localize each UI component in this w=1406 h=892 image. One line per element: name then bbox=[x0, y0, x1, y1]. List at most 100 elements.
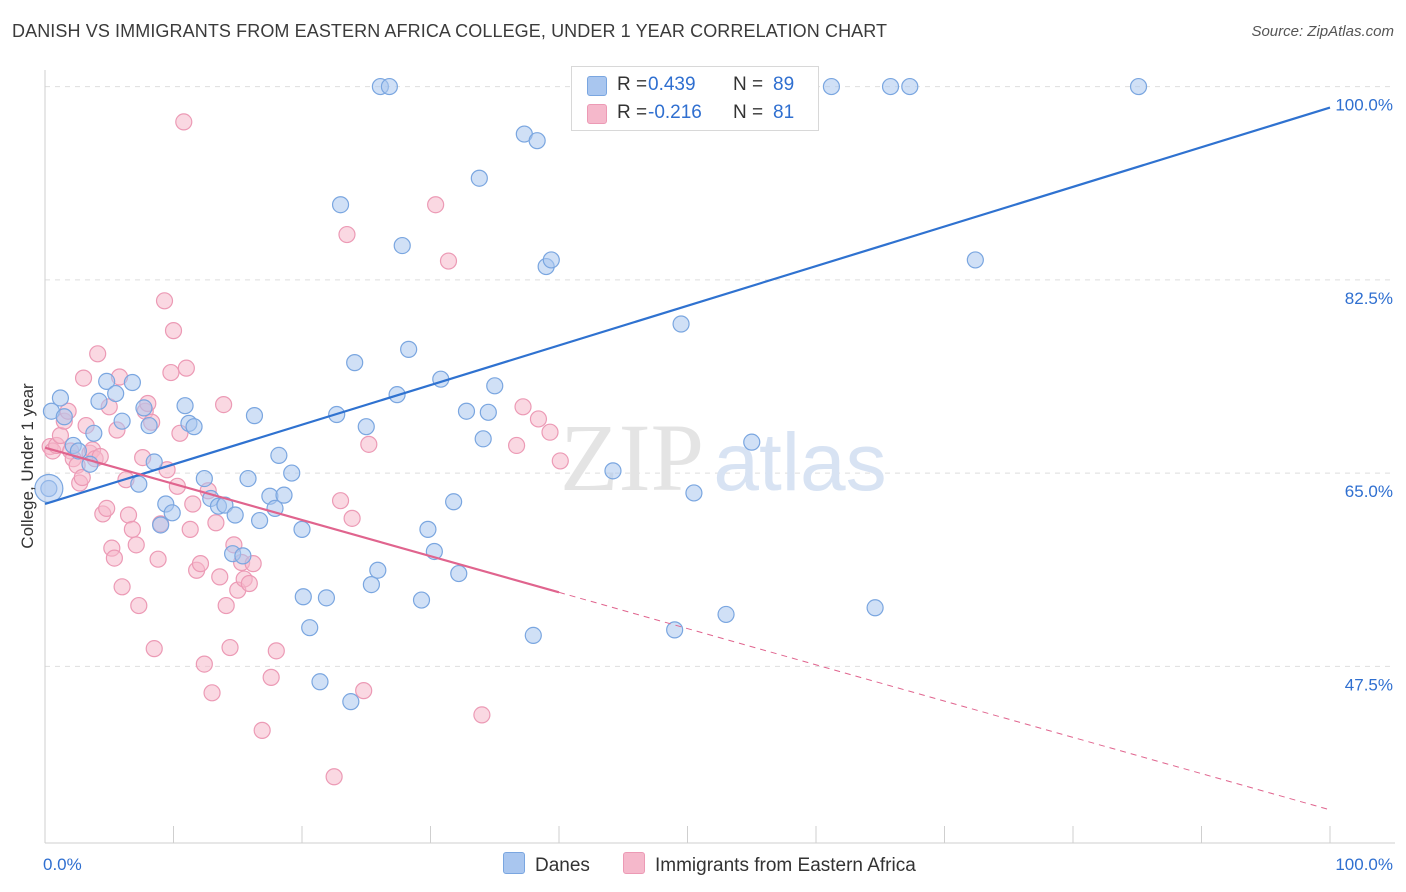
y-tick-label: 82.5% bbox=[1345, 289, 1393, 308]
danes-trend-line bbox=[44, 106, 1331, 506]
immigrants-point bbox=[211, 568, 229, 586]
danes-point bbox=[239, 469, 257, 488]
legend-danes-label: Danes bbox=[535, 855, 590, 876]
danes-point bbox=[226, 506, 244, 524]
danes-point bbox=[672, 315, 690, 333]
axes bbox=[44, 70, 1395, 844]
danes-point bbox=[270, 446, 288, 464]
immigrants-trend-extension bbox=[558, 591, 1331, 811]
danes-n-value: 89 bbox=[773, 74, 795, 95]
immigrants-point bbox=[355, 682, 373, 700]
danes-point bbox=[301, 619, 319, 637]
danes-point bbox=[822, 77, 841, 96]
danes-point bbox=[412, 591, 431, 609]
immigrants-point bbox=[149, 550, 167, 568]
danes-point bbox=[474, 430, 492, 448]
immigrants-swatch bbox=[587, 104, 607, 124]
immigrants-point bbox=[331, 492, 350, 510]
immigrants-point bbox=[119, 506, 138, 524]
immigrants-point bbox=[130, 596, 148, 615]
immigrants-n-value: 81 bbox=[773, 102, 795, 123]
immigrants-point bbox=[127, 536, 145, 554]
danes-point bbox=[393, 236, 411, 255]
immigrants-point bbox=[145, 640, 163, 658]
immigrants-point bbox=[221, 638, 239, 657]
danes-point bbox=[380, 77, 398, 96]
immigrants-point bbox=[203, 684, 221, 702]
danes-points bbox=[34, 77, 1148, 711]
danes-point bbox=[107, 384, 125, 403]
danes-point bbox=[369, 561, 387, 579]
immigrants-point bbox=[439, 252, 458, 270]
danes-point bbox=[901, 77, 919, 96]
danes-point bbox=[185, 418, 203, 436]
danes-point bbox=[666, 621, 684, 639]
danes-point bbox=[135, 399, 153, 417]
danes-point bbox=[98, 372, 116, 391]
immigrants-point bbox=[215, 395, 233, 414]
danes-point bbox=[130, 475, 148, 493]
y-tick-label: 65.0% bbox=[1345, 482, 1393, 501]
danes-point bbox=[140, 416, 158, 435]
danes-r-label: R = bbox=[617, 74, 648, 95]
immigrants-point bbox=[507, 436, 526, 455]
immigrants-point bbox=[73, 468, 91, 487]
danes-point bbox=[216, 496, 234, 514]
legend-danes-swatch bbox=[503, 852, 525, 874]
immigrants-point bbox=[217, 596, 235, 615]
immigrants-point bbox=[240, 574, 258, 593]
danes-point bbox=[524, 626, 542, 644]
danes-point bbox=[311, 673, 329, 691]
stats-legend: R = 0.439 N = 89 R = -0.216 N = 81 bbox=[571, 66, 819, 131]
watermark: ZIP atlas bbox=[560, 404, 887, 511]
danes-point bbox=[445, 493, 463, 511]
danes-point bbox=[331, 196, 350, 214]
danes-point bbox=[1129, 77, 1148, 96]
immigrants-point bbox=[162, 363, 180, 382]
source-note: Source: ZipAtlas.com bbox=[1251, 23, 1394, 40]
legend-item-danes[interactable]: Danes bbox=[503, 852, 590, 876]
danes-point bbox=[113, 412, 131, 430]
x-tick-label-end: 100.0% bbox=[1335, 855, 1393, 874]
danes-point bbox=[90, 392, 108, 410]
immigrants-point bbox=[360, 435, 378, 453]
danes-point bbox=[283, 464, 301, 482]
danes-n-label: N = bbox=[733, 74, 764, 95]
danes-point bbox=[176, 397, 194, 415]
y-tick-label: 100.0% bbox=[1335, 96, 1393, 115]
danes-point bbox=[275, 486, 293, 504]
immigrants-point bbox=[473, 706, 491, 724]
danes-point bbox=[966, 251, 984, 269]
danes-point bbox=[400, 340, 418, 358]
immigrants-r-value: -0.216 bbox=[648, 102, 702, 123]
immigrants-point bbox=[514, 398, 532, 416]
danes-point bbox=[457, 402, 476, 420]
immigrants-point bbox=[541, 423, 559, 441]
immigrants-point bbox=[175, 113, 193, 131]
danes-point bbox=[450, 564, 468, 583]
immigrants-point bbox=[74, 369, 93, 387]
danes-point bbox=[163, 504, 181, 522]
danes-point bbox=[250, 511, 269, 530]
danes-point bbox=[604, 462, 622, 480]
immigrants-point bbox=[338, 225, 356, 244]
danes-point bbox=[317, 589, 336, 607]
danes-r-value: 0.439 bbox=[648, 74, 696, 95]
chart-title: DANISH VS IMMIGRANTS FROM EASTERN AFRICA… bbox=[12, 21, 888, 41]
legend-item-immigrants[interactable]: Immigrants from Eastern Africa bbox=[623, 852, 916, 876]
danes-point-large bbox=[34, 473, 64, 504]
immigrants-point bbox=[181, 520, 199, 538]
danes-point bbox=[419, 520, 437, 538]
immigrants-point bbox=[529, 410, 548, 428]
legend-immigrants-label: Immigrants from Eastern Africa bbox=[655, 855, 916, 876]
danes-point bbox=[357, 418, 375, 436]
danes-point bbox=[346, 354, 364, 372]
immigrants-point bbox=[123, 520, 141, 538]
immigrants-point bbox=[267, 642, 285, 660]
immigrants-point bbox=[177, 359, 195, 377]
trend-lines bbox=[44, 106, 1331, 811]
danes-point bbox=[293, 520, 311, 538]
danes-point bbox=[881, 77, 900, 96]
danes-point bbox=[470, 169, 488, 187]
